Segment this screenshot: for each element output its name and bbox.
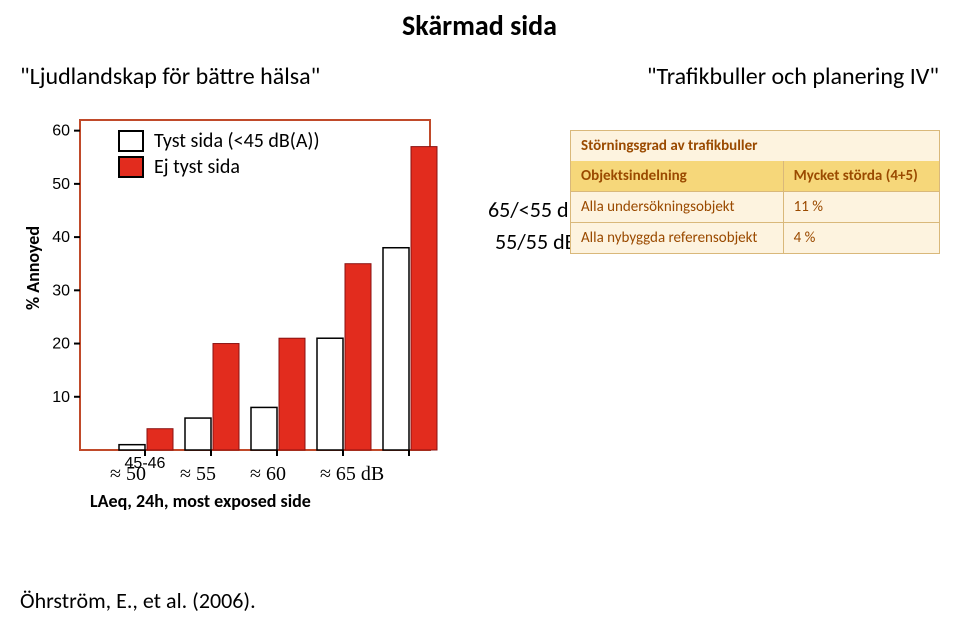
annoyance-bar-chart: % Annoyed 10203040506045-46 Tyst sida (<… <box>20 110 440 510</box>
table-header-col1: Objektsindelning <box>571 161 784 192</box>
svg-text:10: 10 <box>52 389 70 406</box>
svg-text:60: 60 <box>52 123 70 140</box>
legend-quiet-label: Tyst sida (<45 dB(A)) <box>154 128 320 154</box>
legend-nonquiet-label: Ej tyst sida <box>154 154 240 180</box>
table-row: Alla nybyggda referensobjekt4 % <box>571 223 940 254</box>
svg-text:40: 40 <box>52 229 70 246</box>
svg-text:20: 20 <box>52 336 70 353</box>
table-cell-label: Alla nybyggda referensobjekt <box>571 223 784 254</box>
table-cell-value: 11 % <box>783 192 939 223</box>
legend-swatch-nonquiet <box>118 156 144 178</box>
db-label-top: 65/<55 dB <box>488 196 581 223</box>
svg-text:50: 50 <box>52 176 70 193</box>
table-cell-label: Alla undersökningsobjekt <box>571 192 784 223</box>
legend-nonquiet: Ej tyst sida <box>118 154 320 180</box>
db-label-bot: 55/55 dB <box>495 228 577 255</box>
approx-x-labels: ≈ 50 ≈ 55 ≈ 60 ≈ 65 dB <box>110 463 384 486</box>
approx-label: ≈ 55 <box>180 463 216 486</box>
subtitle-right: "Trafikbuller och planering IV" <box>647 62 939 91</box>
subtitle-left: "Ljudlandskap för bättre hälsa" <box>20 62 320 91</box>
legend-quiet: Tyst sida (<45 dB(A)) <box>118 128 320 154</box>
page-title: Skärmad sida <box>0 8 959 43</box>
citation: Öhrström, E., et al. (2006). <box>20 587 256 614</box>
svg-text:30: 30 <box>52 282 70 299</box>
chart-legend: Tyst sida (<45 dB(A)) Ej tyst sida <box>118 128 320 180</box>
table-cell-value: 4 % <box>783 223 939 254</box>
approx-label: ≈ 50 <box>110 463 146 486</box>
table-header-col2: Mycket störda (4+5) <box>783 161 939 192</box>
legend-swatch-quiet <box>118 130 144 152</box>
disturbance-table: Störningsgrad av trafikbuller Objektsind… <box>570 130 940 254</box>
table-header-line1: Störningsgrad av trafikbuller <box>571 131 940 162</box>
y-axis-label: % Annoyed <box>22 226 44 310</box>
x-axis-label: LAeq, 24h, most exposed side <box>90 490 311 512</box>
table-row: Alla undersökningsobjekt11 % <box>571 192 940 223</box>
approx-label: ≈ 60 <box>250 463 286 486</box>
approx-label: ≈ 65 dB <box>320 463 384 486</box>
